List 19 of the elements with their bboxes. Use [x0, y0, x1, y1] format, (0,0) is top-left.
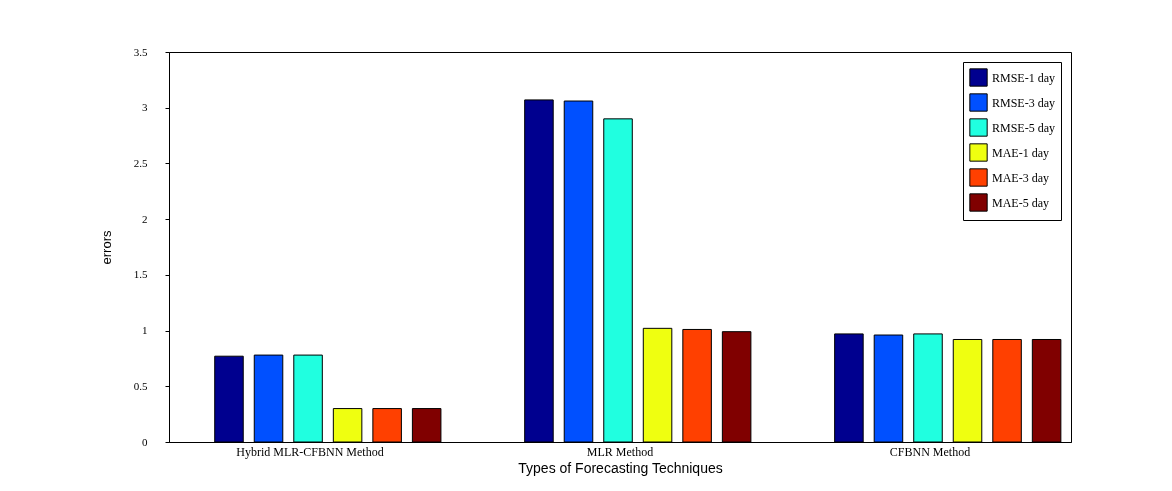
y-tick-label: 1.5 [133, 268, 148, 281]
legend-label: RMSE-5 day [992, 120, 1055, 135]
y-tick-label: 2 [142, 212, 148, 225]
y-tick-label: 1 [142, 324, 148, 337]
x-tick-label: Hybrid MLR-CFBNN Method [236, 444, 384, 459]
legend-label: MAE-3 day [992, 170, 1049, 185]
legend-label: RMSE-1 day [992, 70, 1055, 85]
legend-label: MAE-5 day [992, 195, 1049, 210]
x-axis-title: Types of Forecasting Techniques [518, 459, 723, 476]
legend-label: RMSE-3 day [992, 95, 1055, 110]
y-axis-title: errors [98, 230, 114, 265]
y-tick-label: 3.5 [133, 45, 148, 58]
legend-label: MAE-1 day [992, 145, 1049, 160]
y-tick-label: 3 [142, 101, 148, 114]
y-tick-label: 0.5 [133, 379, 148, 392]
y-tick-label: 2.5 [133, 156, 148, 169]
x-tick-label: CFBNN Method [889, 444, 971, 459]
x-tick-label: MLR Method [586, 444, 654, 459]
y-tick-label: 0 [142, 435, 148, 448]
